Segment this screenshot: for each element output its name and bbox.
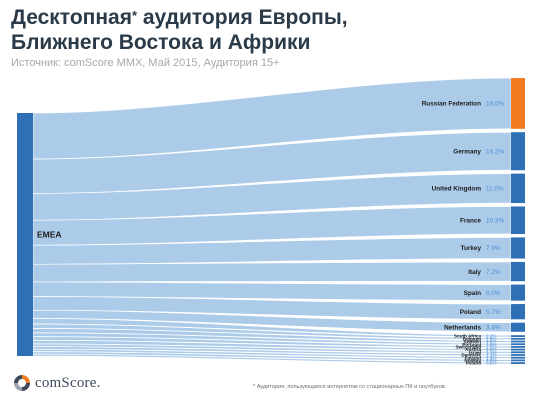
flow-italy [32,261,512,283]
target-label: Denmark [461,353,481,358]
data-label: 5.7% [486,309,501,316]
data-label: 1.5% [486,347,496,352]
target-label: Spain [464,290,481,297]
data-label: 1.8% [486,336,496,341]
target-node-russian-federation [511,78,525,129]
target-node-belgium [511,337,525,340]
data-label: 1.6% [486,342,496,347]
data-label: 1.0% [486,355,496,360]
target-label: Russian Federation [422,101,481,108]
flow-germany [32,131,512,194]
title-part-2: аудитория Европы, [137,6,348,29]
logo-wordmark: comScore. [35,374,101,391]
data-label: 10.3% [486,217,504,224]
data-label: 7.2% [486,269,501,276]
title-line-2: Ближнего Востока и Африки [11,31,311,54]
target-label: United Kingdom [432,186,482,193]
target-node-israel [511,351,525,354]
data-label: 1.5% [486,345,496,350]
data-label: 1.1% [486,350,496,355]
source-subtitle: Источник: comScore MMX, Май 2015, Аудито… [11,57,280,69]
flow-poland [32,295,512,320]
target-label: Belgium [463,336,481,341]
target-label: South Africa [454,334,482,339]
target-label: Ireland [466,361,481,366]
comscore-logo: comScore. [13,372,101,394]
data-label: 6.0% [486,290,501,297]
target-node-ireland [511,362,525,364]
target-label: France [460,217,481,224]
target-label: Poland [460,309,481,316]
target-label: Netherlands [444,324,481,331]
target-label: Sweden [464,339,482,344]
data-label: 19.0% [486,101,504,108]
data-label: 11.0% [486,186,504,193]
target-node-finland [511,356,525,359]
target-node-netherlands [511,322,525,332]
data-label: 2.3% [486,334,496,339]
target-node-portugal [511,343,525,346]
target-node-france [511,206,525,235]
target-label: Austria [465,347,481,352]
target-label: Germany [453,148,481,155]
target-label: Italy [468,269,481,276]
target-node-poland [511,304,525,320]
target-node-switzerland [511,346,525,348]
data-label: 14.2% [486,148,504,155]
target-label: Finland [465,355,482,360]
source-node-emea [17,113,33,356]
data-label: 1.0% [486,358,496,363]
target-node-united-kingdom [511,173,525,204]
data-label: 1.1% [486,353,496,358]
title-asterisk: * [131,8,138,23]
target-node-south-africa [511,335,525,337]
target-node-sweden [511,340,525,343]
target-node-turkey [511,237,525,259]
target-label: Switzerland [455,345,481,350]
target-label: Norway [464,358,481,363]
target-label: Turkey [461,245,482,252]
target-node-italy [511,261,525,282]
title-part-1: Десктопная [11,6,132,29]
comscore-logo-icon [14,375,30,391]
page-title: Десктопная* аудитория Европы, Ближнего Во… [11,3,551,55]
target-node-spain [511,284,525,301]
target-label: Portugal [462,342,481,347]
target-node-norway [511,359,525,362]
data-label: 3.4% [486,324,501,331]
target-node-denmark [511,354,525,356]
target-node-germany [511,132,525,171]
data-label: 0.8% [486,361,496,366]
target-node-austria [511,348,525,351]
source-label: EMEA [37,230,62,240]
footnote: * Аудитория, пользующаяся интернетом со … [253,384,447,390]
data-label: 1.8% [486,339,496,344]
target-label: Israel [469,350,481,355]
data-label: 7.9% [486,245,501,252]
